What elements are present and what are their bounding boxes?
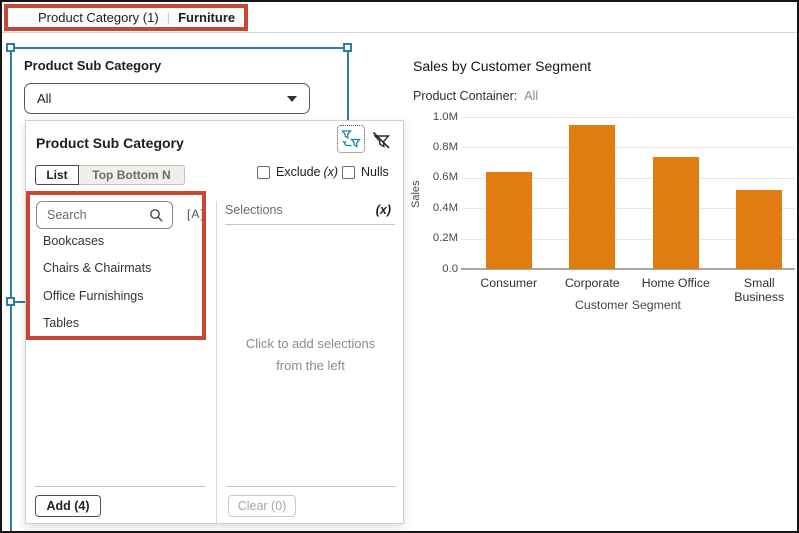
bar-slot (634, 117, 718, 269)
filter-chip-value: Furniture (178, 10, 236, 25)
selections-exclude-badge: (x) (375, 203, 391, 217)
filter-dropdown-value: All (37, 91, 52, 106)
selection-border-left (10, 47, 12, 531)
exclude-label: Exclude (276, 165, 321, 179)
filter-chip-product-category[interactable]: Product Category (1) | Furniture (38, 2, 235, 33)
y-axis-ticks: 0.0 0.2M 0.4M 0.6M 0.8M 1.0M (420, 111, 458, 275)
bar-series (467, 117, 798, 269)
y-tick-label: 0.0 (442, 262, 458, 275)
gridline (461, 208, 795, 210)
exclude-checkbox[interactable] (257, 165, 270, 179)
y-tick-label: 1.0M (432, 110, 458, 123)
filter-bar: Product Category (1) | Furniture (2, 2, 797, 33)
bar-slot (551, 117, 635, 269)
list-item-chairs-chairmats[interactable]: Chairs & Chairmats (43, 261, 152, 276)
plot-area (461, 117, 795, 270)
list-item-tables[interactable]: Tables (43, 316, 80, 331)
filter-swap-icon (341, 130, 361, 148)
clear-button[interactable]: Clear (0) (228, 495, 296, 517)
x-axis-label: Consumer (480, 276, 538, 290)
bar-slot (718, 117, 798, 269)
x-axis-title: Customer Segment (575, 298, 681, 312)
bar-home-office[interactable] (652, 156, 699, 269)
exclude-checkbox-group: Exclude (x) (257, 165, 338, 179)
search-input[interactable] (47, 208, 146, 222)
chart-title: Sales by Customer Segment (413, 58, 592, 74)
bar-corporate[interactable] (569, 124, 616, 269)
chart-subtitle: Product Container: All (413, 89, 539, 103)
selections-placeholder: Click to add selections from the left (245, 336, 376, 373)
y-tick-label: 0.2M (432, 232, 458, 245)
filter-swap-button[interactable] (337, 125, 365, 153)
x-axis-label: Home Office (641, 276, 710, 290)
gridline (461, 177, 795, 179)
selection-handle-bottom-left[interactable] (6, 297, 15, 306)
selection-border-bottom-stub (14, 301, 26, 303)
filter-clear-button[interactable] (370, 129, 392, 151)
list-item-office-furnishings[interactable]: Office Furnishings (43, 288, 144, 303)
selection-handle-top-right[interactable] (343, 43, 352, 52)
chevron-down-icon (287, 95, 297, 102)
y-tick-label: 0.4M (432, 201, 458, 214)
nulls-label: Nulls (361, 165, 389, 179)
filter-popup: Product Sub Category List Top Bottom N E… (25, 120, 404, 524)
x-axis-labels: Consumer Corporate Home Office Small Busine… (467, 276, 797, 304)
filter-type-tabs: List Top Bottom N (35, 165, 185, 185)
filter-chip-name: Product Category (1) (38, 10, 159, 25)
column-divider (216, 201, 217, 523)
chart-subtitle-label: Product Container: (413, 89, 518, 103)
selections-header: Selections (225, 203, 283, 217)
gridline (461, 117, 795, 118)
y-tick-label: 0.8M (432, 140, 458, 153)
list-item-bookcases[interactable]: Bookcases (43, 233, 105, 248)
gridline (461, 147, 795, 149)
value-list: Bookcases Chairs & Chairmats Office Furn… (43, 227, 203, 337)
clear-divider (226, 486, 396, 487)
add-button[interactable]: Add (4) (35, 495, 101, 517)
y-tick-label: 0.6M (432, 171, 458, 184)
filter-clear-icon (372, 131, 390, 149)
bar-consumer[interactable] (485, 171, 532, 269)
selection-handle-top-left[interactable] (6, 43, 15, 52)
tab-list[interactable]: List (35, 165, 79, 185)
selection-border-top (10, 47, 349, 49)
nulls-checkbox-group: Nulls (342, 165, 389, 179)
x-axis-line (461, 268, 795, 270)
x-axis-label: Small Business (734, 276, 785, 304)
match-case-button[interactable]: [A] (187, 207, 205, 221)
popup-title: Product Sub Category (36, 135, 184, 151)
tab-top-bottom-n[interactable]: Top Bottom N (79, 165, 185, 185)
gridline (461, 238, 795, 240)
x-axis-label: Corporate (564, 276, 620, 290)
selection-border-right (347, 47, 349, 120)
selections-divider (225, 224, 395, 225)
nulls-checkbox[interactable] (342, 165, 355, 179)
filter-chip-separator: | (166, 10, 171, 25)
search-icon (150, 209, 163, 222)
bar-small-business[interactable] (736, 189, 783, 269)
add-divider (35, 486, 205, 487)
filter-dropdown[interactable]: All (24, 83, 310, 114)
filter-control-label: Product Sub Category (24, 58, 162, 73)
bar-slot (467, 117, 551, 269)
search-box[interactable] (36, 201, 173, 229)
exclude-x-suffix: (x) (323, 165, 339, 179)
